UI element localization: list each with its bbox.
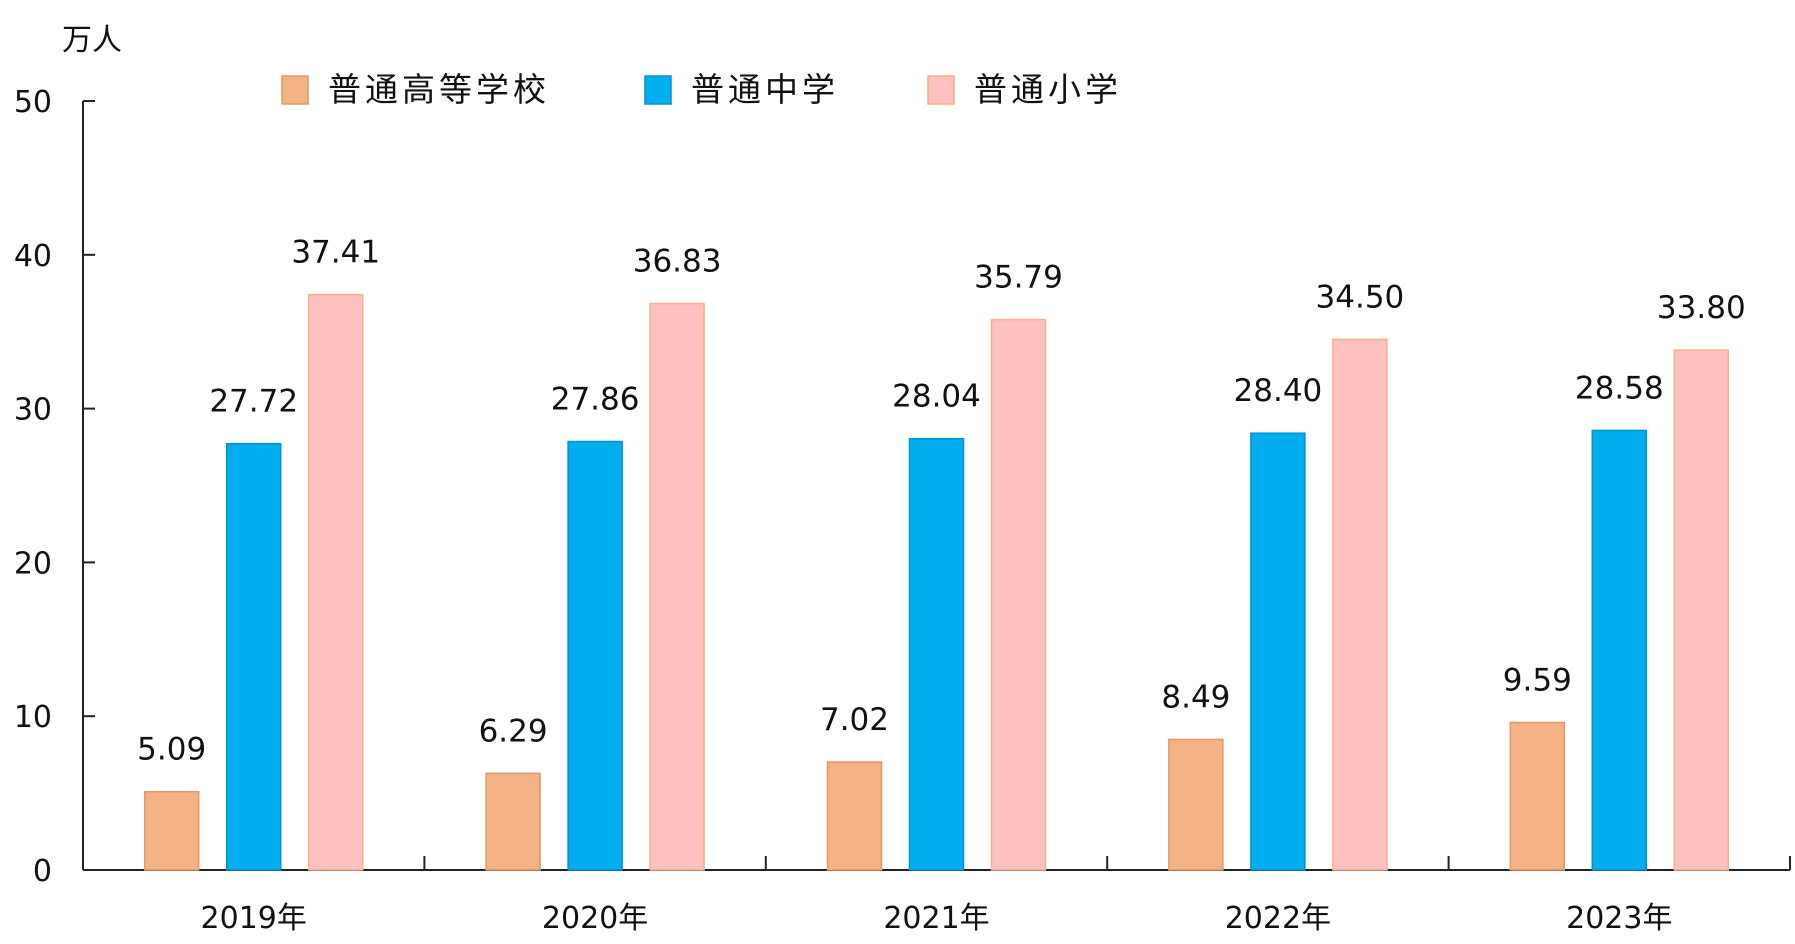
legend-swatch — [281, 75, 309, 105]
bar — [307, 293, 364, 871]
data-label: 34.50 — [1316, 279, 1405, 315]
bar — [485, 772, 541, 871]
data-label: 9.59 — [1503, 663, 1572, 699]
data-label: 35.79 — [974, 260, 1063, 296]
bar — [1591, 429, 1648, 871]
data-labels: 5.09 27.72 37.41 6.29 27.86 36.83 7.02 28.04 35.… — [137, 235, 1745, 768]
x-tick-label: 2019年 — [201, 901, 307, 936]
bar — [826, 761, 883, 871]
data-label: 28.58 — [1575, 370, 1664, 406]
x-tick-label: 2022年 — [1225, 901, 1331, 936]
data-label: 7.02 — [820, 702, 889, 738]
y-axis-unit-label: 万人 — [62, 23, 122, 58]
bar — [1250, 432, 1306, 871]
data-label: 36.83 — [633, 244, 722, 280]
bar — [1332, 338, 1388, 871]
data-label: 27.72 — [209, 384, 298, 420]
bar — [1168, 738, 1224, 871]
y-tick-label: 40 — [14, 239, 52, 274]
x-tick-label: 2023年 — [1566, 901, 1672, 936]
y-tick-label: 20 — [14, 546, 52, 581]
data-label: 6.29 — [479, 713, 548, 749]
legend-swatch — [927, 75, 955, 105]
bar — [143, 790, 200, 871]
bar — [649, 302, 705, 871]
legend-swatch — [644, 75, 672, 105]
bars — [143, 293, 1730, 871]
bar — [1673, 349, 1730, 871]
data-label: 5.09 — [137, 732, 206, 768]
data-label: 27.86 — [551, 382, 640, 418]
y-tick-label: 0 — [33, 854, 52, 889]
axes: 0 10 20 30 40 50 2019年 2020年 2021年 2022年 2023年 — [14, 85, 1791, 936]
bar — [1509, 721, 1566, 871]
bar — [225, 442, 282, 871]
legend-label: 普通高等学校 — [328, 70, 550, 109]
bar — [908, 437, 965, 871]
legend-label: 普通中学 — [691, 70, 839, 109]
legend: 普通高等学校 普通中学 普通小学 — [281, 70, 1122, 109]
data-label: 28.04 — [892, 379, 981, 415]
data-label: 37.41 — [291, 235, 380, 271]
data-label: 8.49 — [1161, 679, 1230, 715]
data-label: 28.40 — [1234, 373, 1323, 409]
y-tick-label: 10 — [14, 700, 52, 735]
x-tick-label: 2020年 — [542, 901, 648, 936]
bar — [990, 318, 1047, 871]
x-tick-label: 2021年 — [883, 901, 989, 936]
y-tick-label: 50 — [14, 85, 52, 120]
legend-label: 普通小学 — [974, 70, 1122, 109]
y-tick-label: 30 — [14, 393, 52, 428]
bar — [567, 440, 623, 871]
data-label: 33.80 — [1657, 290, 1746, 326]
